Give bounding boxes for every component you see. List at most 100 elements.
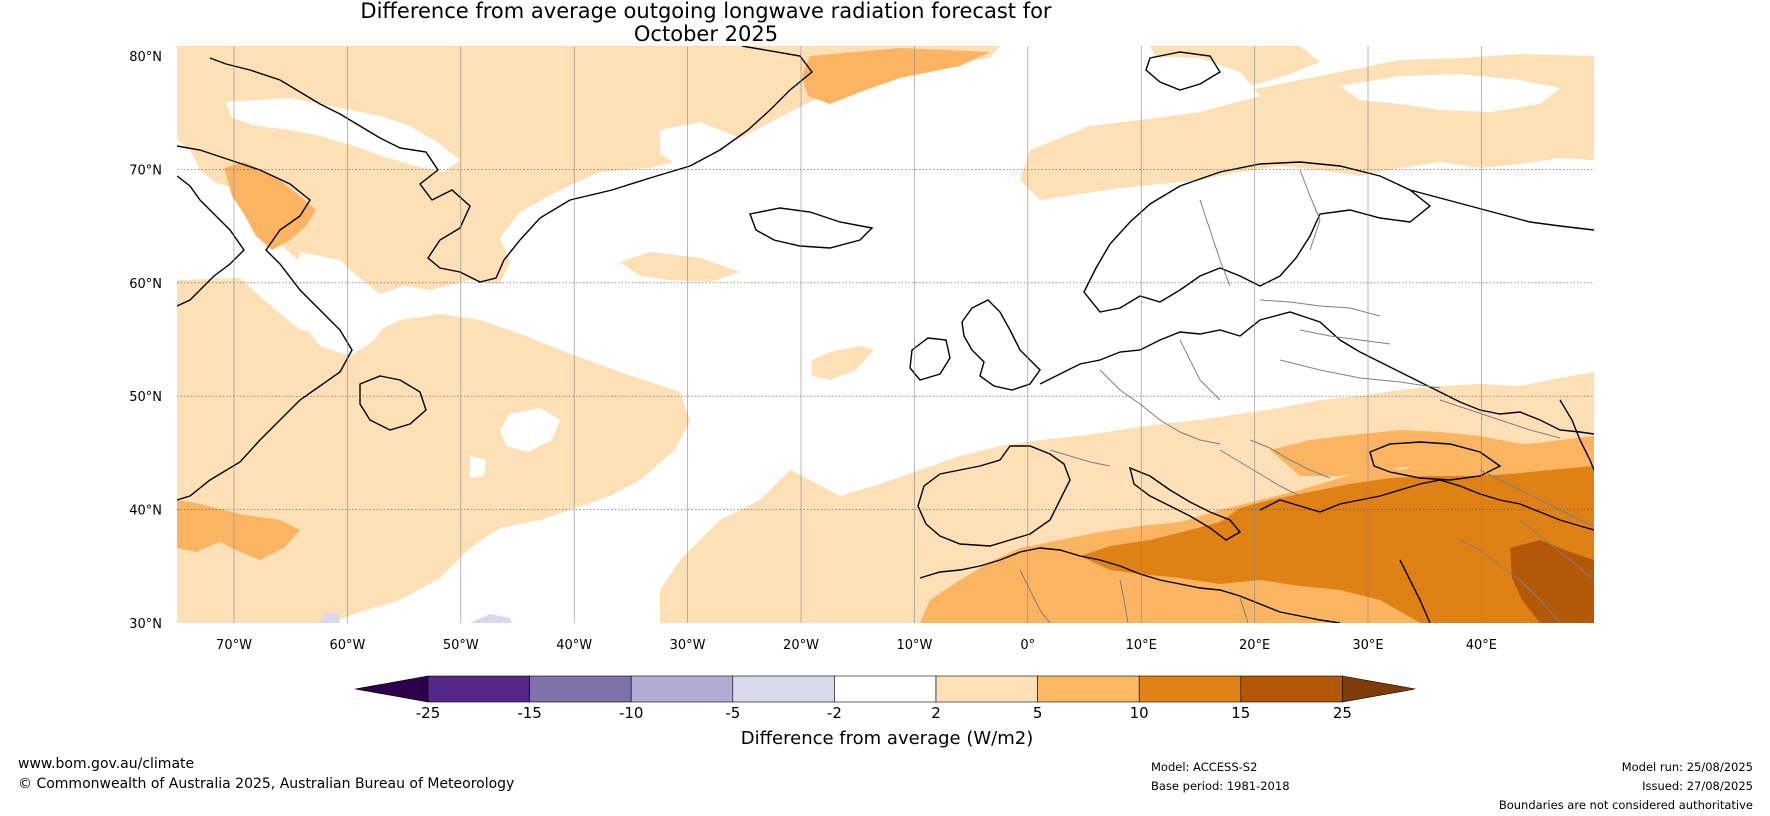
coastline-greece-turkey [1259,479,1594,531]
footer-model-info: Model: ACCESS-S2 Base period: 1981-2018 [1151,758,1290,796]
colorbar-tick: -25 [416,704,441,722]
region-rockall-light [812,346,874,380]
hole-arctic-north [1040,56,1260,126]
colorbar-segment [1138,675,1242,703]
issued-text: Issued: 27/08/2025 [1642,779,1753,793]
colorbar-segment [1240,675,1343,703]
colorbar-tick: -15 [517,704,542,722]
lon-tick-label: 40°E [1466,638,1497,653]
coastlines [177,46,1594,623]
coastline-italy [1128,466,1242,541]
coastline-iceland [749,207,874,249]
lon-tick-label: 20°W [783,638,819,653]
colorbar-tick: -10 [619,704,644,722]
lon-tick-label: 0° [1020,638,1035,653]
colorbar-segment [427,675,530,703]
colorbar-tick: 10 [1130,704,1149,722]
coastline-svalbard [1145,51,1221,91]
region-greenland-east-medium [802,48,990,104]
colorbar-segment [630,675,734,703]
lat-tick-label: 50°N [129,390,162,405]
country-borders [1019,169,1594,623]
coastline-newfoundland [359,375,427,431]
lon-tick-label: 30°E [1352,638,1383,653]
coastline-canada-north [177,145,353,501]
hole-atlantic-tiny [470,456,486,478]
anomaly-light-purple [320,612,512,623]
lat-tick-label: 40°N [129,504,162,519]
colorbar-tick: 25 [1333,704,1352,722]
colorbar-extend-high [1342,675,1416,703]
region-labrador-greenland-light [177,46,1000,294]
region-iceland-light [620,252,740,282]
footer-run-info: Model run: 25/08/2025 Issued: 27/08/2025… [1499,758,1753,815]
coastline-ireland [909,337,951,381]
anomaly-neutral-holes [226,56,1560,478]
title-line-2: October 2025 [633,22,779,46]
colorbar-tick-labels: -25 -15 -10 -5 -2 2 5 10 15 25 [416,704,1352,722]
lon-tick-label: 10°E [1126,638,1157,653]
colorbar-segment [935,675,1038,703]
region-west-atlantic-light [177,278,690,623]
coastline-north-africa [919,547,1341,623]
border-balkans [1219,449,1301,497]
disclaimer-text: Boundaries are not considered authoritat… [1498,798,1753,812]
longitude-labels: 70°W 60°W 50°W 40°W 30°W 20°W 10°W 0° 10°E 20°E 30… [216,638,1497,653]
coastline-canada-west [177,175,245,307]
coastline-russia-arctic [1409,189,1594,231]
region-atlantic-purple [470,614,512,623]
lon-tick-label: 70°W [216,638,252,653]
colorbar-segment [1037,675,1140,703]
website-link[interactable]: www.bom.gov.au/climate [18,756,195,772]
lon-tick-label: 50°W [443,638,479,653]
lat-tick-label: 30°N [129,617,162,632]
border-caucasus [1479,469,1594,527]
border-germany-poland [1179,339,1221,401]
lon-tick-label: 20°E [1239,638,1270,653]
model-run-text: Model run: 25/08/2025 [1621,760,1753,774]
border-belarus [1299,329,1391,345]
latitude-labels: 80°N 70°N 60°N 50°N 40°N 30°N [129,50,162,632]
coastline-greenland [209,46,813,283]
copyright-text: © Commonwealth of Australia 2025, Austra… [18,776,515,792]
colorbar-segment [834,675,937,703]
coastline-europe-main [1039,311,1594,435]
region-sargasso-purple [320,612,340,623]
border-central-europe [1099,369,1221,445]
border-balkans-2 [1249,439,1331,479]
colorbar-tick: -2 [827,704,842,722]
region-baffin-medium [224,162,316,250]
title-line-1: Difference from average outgoing longwav… [360,0,1052,23]
lat-tick-label: 70°N [129,163,162,178]
colorbar-segment [732,675,835,703]
border-france-spain [1049,449,1111,467]
colorbar-tick: 15 [1231,704,1250,722]
lon-tick-label: 10°W [896,638,932,653]
colorbar-tick: 2 [931,704,941,722]
border-scandinavia [1199,199,1231,287]
map-title: Difference from average outgoing longwav… [0,0,1412,46]
coastline-scandinavia [1083,161,1432,313]
coastline-levant [1399,559,1431,623]
lon-tick-label: 60°W [329,638,365,653]
anomaly-darkest-orange [1510,540,1594,623]
border-africa-1 [1019,569,1051,623]
region-turkey-medium [1270,430,1594,478]
anomaly-dark-orange [1080,466,1594,623]
border-africa-2 [1119,579,1129,623]
footer-left: www.bom.gov.au/climate © Commonwealth of… [18,754,514,794]
lat-tick-label: 80°N [129,50,162,65]
hole-hudson-labrador [290,252,390,356]
region-newfoundland-medium [177,500,300,560]
hole-arctic-east [1340,74,1560,112]
colorbar-extend-low [354,675,429,703]
border-finland [1299,169,1321,251]
lon-tick-label: 40°W [556,638,592,653]
hole-atlantic-small [500,408,560,452]
coastline-britain [961,299,1041,391]
colorbar [354,675,1416,703]
border-baltics [1259,299,1381,317]
lon-tick-label: 30°W [670,638,706,653]
colorbar-segment [529,675,632,703]
